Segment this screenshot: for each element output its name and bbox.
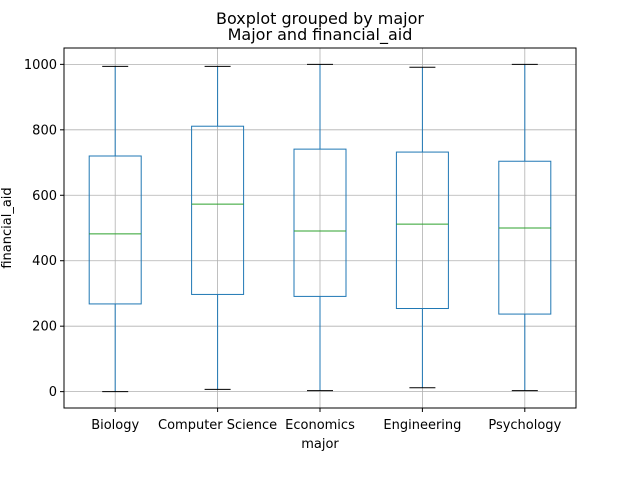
chart-suptitle: Boxplot grouped by major bbox=[216, 9, 424, 28]
x-tick-label-3: Engineering bbox=[383, 418, 461, 433]
x-tick-label-1: Computer Science bbox=[158, 418, 277, 433]
y-axis-label: financial_aid bbox=[0, 187, 15, 268]
y-tick-label-2: 400 bbox=[32, 254, 57, 269]
y-tick-label-5: 1000 bbox=[24, 58, 57, 73]
box-1 bbox=[191, 65, 245, 390]
box-body-1 bbox=[191, 125, 245, 295]
box-3 bbox=[395, 66, 449, 389]
box-body-4 bbox=[498, 160, 552, 315]
x-tick-label-2: Economics bbox=[285, 418, 355, 433]
box-0 bbox=[88, 65, 142, 393]
box-body-3 bbox=[395, 151, 449, 310]
box-body-0 bbox=[88, 155, 142, 305]
box-4 bbox=[498, 63, 552, 392]
y-tick-label-3: 600 bbox=[32, 189, 57, 204]
x-tick-label-4: Psychology bbox=[488, 418, 561, 433]
y-tick-label-0: 0 bbox=[49, 385, 57, 400]
boxes-layer bbox=[88, 63, 552, 393]
axes-layer: 0 200 400 600 800 1000 Biology Computer Science… bbox=[24, 47, 577, 433]
x-axis-label: major bbox=[301, 437, 339, 452]
box-2 bbox=[293, 63, 347, 392]
y-tick-label-1: 200 bbox=[32, 320, 57, 335]
y-tick-label-4: 800 bbox=[32, 123, 57, 138]
chart-title: Major and financial_aid bbox=[228, 25, 413, 45]
x-tick-label-0: Biology bbox=[91, 418, 139, 433]
box-body-2 bbox=[293, 148, 347, 297]
